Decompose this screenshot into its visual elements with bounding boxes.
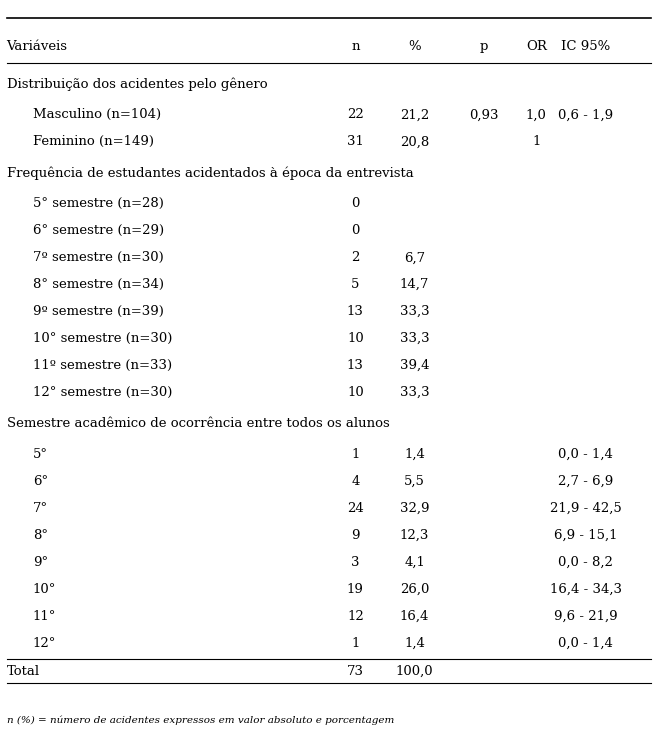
Text: OR: OR [526,40,547,53]
Text: 22: 22 [347,108,364,122]
Text: 12°: 12° [33,637,57,649]
Text: 0,0 - 8,2: 0,0 - 8,2 [558,556,613,569]
Text: 2,7 - 6,9: 2,7 - 6,9 [558,475,613,488]
Text: 9°: 9° [33,556,48,569]
Text: 6,9 - 15,1: 6,9 - 15,1 [554,529,617,542]
Text: 4: 4 [351,475,359,488]
Text: 12,3: 12,3 [400,529,429,542]
Text: 13: 13 [347,306,364,318]
Text: 2: 2 [351,251,359,264]
Text: 5° semestre (n=28): 5° semestre (n=28) [33,197,164,210]
Text: 1,4: 1,4 [404,448,425,461]
Text: 32,9: 32,9 [400,502,429,515]
Text: Feminino (n=149): Feminino (n=149) [33,135,154,148]
Text: 24: 24 [347,502,364,515]
Text: %: % [408,40,421,53]
Text: Variáveis: Variáveis [7,40,68,53]
Text: 6°: 6° [33,475,48,488]
Text: 7°: 7° [33,502,48,515]
Text: 10° semestre (n=30): 10° semestre (n=30) [33,332,172,345]
Text: 6,7: 6,7 [404,251,425,264]
Text: IC 95%: IC 95% [561,40,610,53]
Text: 1,4: 1,4 [404,637,425,649]
Text: 6° semestre (n=29): 6° semestre (n=29) [33,224,164,238]
Text: 1: 1 [351,448,359,461]
Text: 16,4 - 34,3: 16,4 - 34,3 [549,583,622,596]
Text: 0,93: 0,93 [469,108,498,122]
Text: 10: 10 [347,332,364,345]
Text: 8° semestre (n=34): 8° semestre (n=34) [33,278,164,292]
Text: 0,0 - 1,4: 0,0 - 1,4 [558,637,613,649]
Text: p: p [480,40,488,53]
Text: Distribuição dos acidentes pelo gênero: Distribuição dos acidentes pelo gênero [7,77,267,91]
Text: Semestre acadêmico de ocorrência entre todos os alunos: Semestre acadêmico de ocorrência entre t… [7,417,390,430]
Text: 0,6 - 1,9: 0,6 - 1,9 [558,108,613,122]
Text: 5: 5 [351,278,359,292]
Text: 14,7: 14,7 [400,278,429,292]
Text: 7º semestre (n=30): 7º semestre (n=30) [33,251,164,264]
Text: 33,3: 33,3 [399,386,430,399]
Text: 0: 0 [351,224,359,238]
Text: 1: 1 [351,637,359,649]
Text: 1: 1 [532,135,540,148]
Text: Total: Total [7,665,39,678]
Text: 73: 73 [347,665,364,678]
Text: 10: 10 [347,386,364,399]
Text: 0,0 - 1,4: 0,0 - 1,4 [558,448,613,461]
Text: Frequência de estudantes acidentados à época da entrevista: Frequência de estudantes acidentados à é… [7,166,413,179]
Text: 5,5: 5,5 [404,475,425,488]
Text: n (%) = número de acidentes expressos em valor absoluto e porcentagem: n (%) = número de acidentes expressos em… [7,715,394,725]
Text: 11°: 11° [33,610,57,623]
Text: 10°: 10° [33,583,57,596]
Text: 26,0: 26,0 [400,583,429,596]
Text: 33,3: 33,3 [399,306,430,318]
Text: 12: 12 [347,610,364,623]
Text: 9,6 - 21,9: 9,6 - 21,9 [554,610,617,623]
Text: 21,9 - 42,5: 21,9 - 42,5 [549,502,622,515]
Text: Masculino (n=104): Masculino (n=104) [33,108,161,122]
Text: 31: 31 [347,135,364,148]
Text: 9º semestre (n=39): 9º semestre (n=39) [33,306,164,318]
Text: 9: 9 [351,529,359,542]
Text: 11º semestre (n=33): 11º semestre (n=33) [33,359,172,372]
Text: 20,8: 20,8 [400,135,429,148]
Text: 33,3: 33,3 [399,332,430,345]
Text: 0: 0 [351,197,359,210]
Text: 19: 19 [347,583,364,596]
Text: 39,4: 39,4 [400,359,429,372]
Text: 4,1: 4,1 [404,556,425,569]
Text: 3: 3 [351,556,359,569]
Text: 12° semestre (n=30): 12° semestre (n=30) [33,386,172,399]
Text: 21,2: 21,2 [400,108,429,122]
Text: 13: 13 [347,359,364,372]
Text: 5°: 5° [33,448,48,461]
Text: 1,0: 1,0 [526,108,547,122]
Text: 16,4: 16,4 [400,610,429,623]
Text: n: n [351,40,359,53]
Text: 8°: 8° [33,529,48,542]
Text: 100,0: 100,0 [395,665,434,678]
